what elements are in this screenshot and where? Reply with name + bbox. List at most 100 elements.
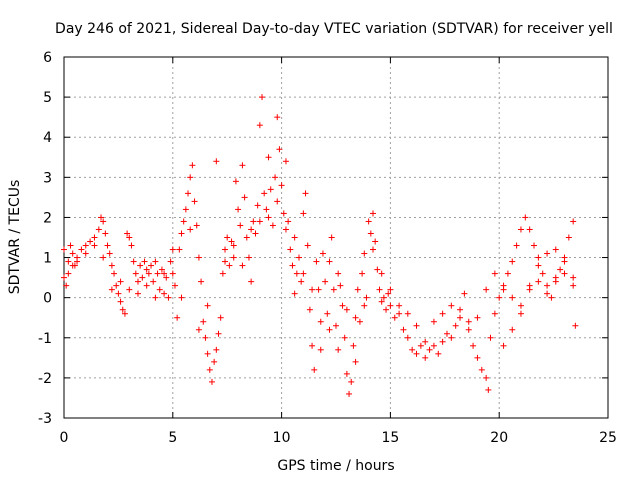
data-point [187,174,194,181]
data-point [130,258,137,265]
data-point [483,374,490,381]
data-point [422,338,429,345]
data-point [413,322,420,329]
data-point [422,354,429,361]
data-point [158,266,165,273]
x-tick-label: 25 [599,430,617,446]
data-point [289,262,296,269]
data-point [315,286,322,293]
data-point [417,342,424,349]
data-point [465,326,472,333]
data-point [124,230,131,237]
data-point [200,318,207,325]
data-point [287,246,294,253]
data-point [282,158,289,165]
data-point [165,294,172,301]
data-point [237,222,244,229]
y-tick-label: 3 [43,170,52,186]
data-point [461,290,468,297]
data-point [319,250,326,257]
data-point [226,262,233,269]
data-point [350,342,357,349]
data-point [69,250,76,257]
data-point [285,218,292,225]
data-point [143,282,150,289]
data-point [274,114,281,121]
data-point [111,270,118,277]
data-point [552,274,559,281]
data-point [278,182,285,189]
data-point [195,326,202,333]
data-point [352,314,359,321]
data-point [380,294,387,301]
data-point [359,270,366,277]
data-point [570,274,577,281]
data-point [387,286,394,293]
data-point [369,246,376,253]
data-point [243,234,250,241]
data-point [435,350,442,357]
x-tick-label: 10 [273,430,291,446]
data-point [178,294,185,301]
data-point [500,342,507,349]
data-point [443,330,450,337]
data-point [326,326,333,333]
y-tick-label: 1 [43,251,52,267]
data-point [309,342,316,349]
data-point [317,346,324,353]
data-point [161,290,168,297]
data-point [452,322,459,329]
data-point [535,262,542,269]
data-point [317,318,324,325]
data-point [526,226,533,233]
grid-lines [64,57,608,418]
y-tick-label: -1 [38,331,52,347]
data-point [274,198,281,205]
data-point [343,306,350,313]
data-point [535,254,542,261]
data-point [148,262,155,269]
data-point [372,238,379,245]
data-point [413,350,420,357]
data-point [383,306,390,313]
y-tick-label: -2 [38,371,52,387]
data-point [572,322,579,329]
data-point [265,214,272,221]
data-point [535,278,542,285]
data-point [63,282,70,289]
data-point [245,254,252,261]
x-tick-label: 5 [168,430,177,446]
data-point [509,258,516,265]
data-point [378,298,385,305]
data-point [61,274,67,281]
data-point [265,154,272,161]
data-point [137,262,144,269]
data-point [169,246,176,253]
data-point [474,354,481,361]
data-point [191,198,198,205]
data-point [152,294,159,301]
data-point [169,270,176,277]
data-point [313,258,320,265]
data-point [517,310,524,317]
data-point [352,358,359,365]
data-point [430,318,437,325]
data-point [256,122,263,129]
data-point [361,302,368,309]
data-point [208,378,215,385]
data-point [259,94,266,101]
data-point [113,282,120,289]
data-point [224,234,231,241]
data-point [324,310,331,317]
data-point [141,258,148,265]
x-tick-label: 20 [490,430,508,446]
y-tick-label: 2 [43,210,52,226]
data-point [483,286,490,293]
data-point [335,270,342,277]
data-point [248,278,255,285]
data-point [115,290,122,297]
data-point [343,370,350,377]
data-point [174,314,181,321]
data-point [396,310,403,317]
